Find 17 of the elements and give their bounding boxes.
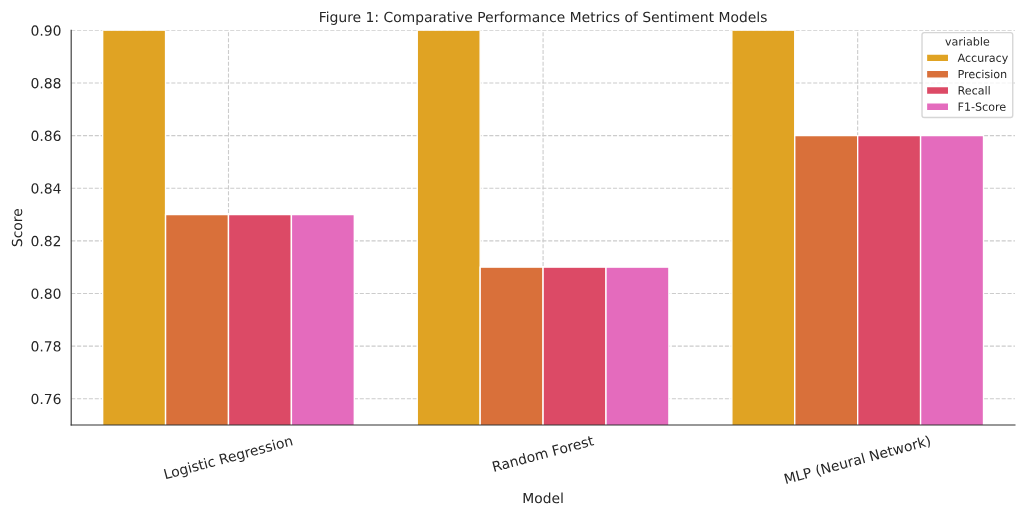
y-tick-label: 0.84 [31,183,61,194]
legend-label: Precision [958,69,1007,79]
y-tick-label: 0.78 [31,341,61,352]
y-tick-label: 0.80 [31,288,61,299]
legend-label: F1-Score [958,102,1006,111]
y-tick-label: 0.86 [31,130,61,142]
y-tick-label: 0.88 [31,77,61,89]
y-tick-label: 0.90 [31,25,61,36]
legend-title: variable [945,37,990,46]
x-tick-label: Random Forest [492,434,595,472]
legend-label: Recall [958,85,990,95]
y-axis-title: Score [11,208,23,247]
y-tick-label: 0.76 [31,393,61,405]
y-tick-label: 0.82 [31,235,61,247]
x-axis-title: Model [523,492,563,504]
chart-title: Figure 1: Comparative Performance Metrics of Sentiment Models [320,11,767,25]
legend-label: Accuracy [957,53,1008,65]
